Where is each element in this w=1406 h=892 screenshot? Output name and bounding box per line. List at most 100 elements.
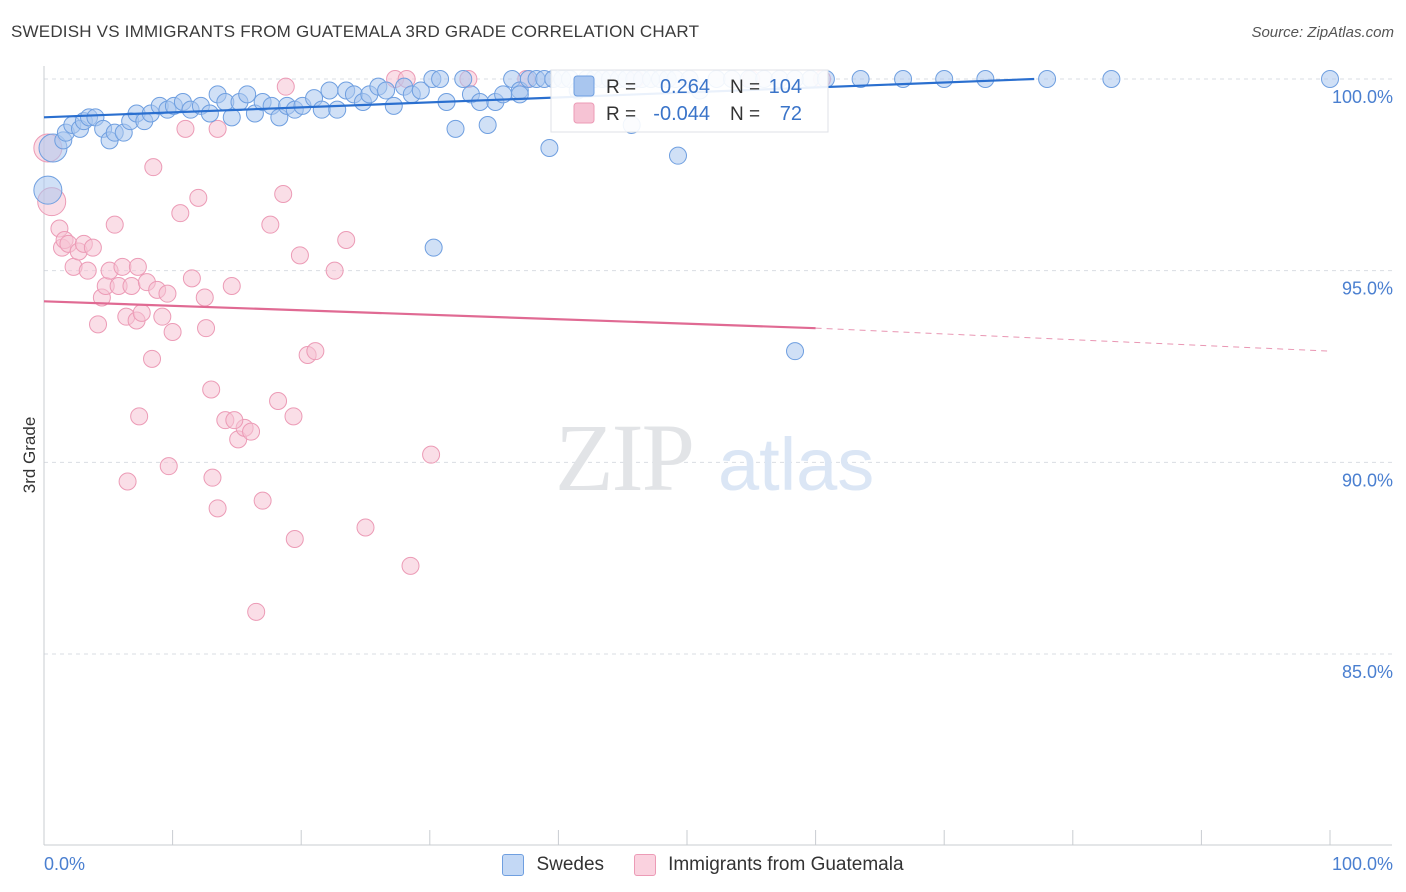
data-point — [384, 96, 403, 115]
data-point — [143, 349, 162, 368]
legend-n-label-2: N = — [730, 104, 760, 125]
data-point — [290, 246, 309, 265]
data-point — [159, 457, 178, 476]
data-point — [377, 81, 396, 100]
gridlines — [44, 78, 1392, 655]
y-tick-label: 85.0% — [1342, 662, 1393, 682]
data-point — [189, 188, 208, 207]
data-point — [247, 602, 266, 621]
data-point — [132, 303, 151, 322]
data-point — [261, 215, 280, 234]
x-tick-label: 100.0% — [1332, 854, 1393, 874]
data-point — [197, 319, 216, 338]
guatemala-swatch — [634, 854, 657, 876]
watermark-atlas: atlas — [718, 423, 874, 506]
data-point — [105, 215, 124, 234]
data-point — [328, 100, 347, 119]
data-point — [401, 556, 420, 575]
data-point — [89, 315, 108, 334]
data-point — [208, 119, 227, 138]
legend-swatch-pink — [573, 102, 595, 124]
data-point — [171, 204, 190, 223]
data-point — [320, 81, 339, 100]
source-label: Source: ZipAtlas.com — [1251, 24, 1394, 41]
data-point — [158, 284, 177, 303]
data-point — [130, 407, 149, 426]
data-point — [325, 261, 344, 280]
data-point — [446, 119, 465, 138]
data-point — [200, 104, 219, 123]
y-tick-label: 90.0% — [1342, 470, 1393, 490]
data-point — [431, 70, 450, 88]
y-tick-label: 100.0% — [1332, 87, 1393, 107]
data-point — [422, 445, 441, 464]
legend-box: R = 0.264 N = 104 R = -0.044 N = 72 — [550, 69, 829, 133]
data-point — [202, 380, 221, 399]
data-point — [510, 85, 529, 104]
data-point — [128, 257, 147, 276]
data-point — [253, 491, 272, 510]
legend-r-label-1: R = — [606, 77, 636, 98]
data-point — [285, 530, 304, 548]
data-point — [238, 85, 257, 104]
data-point — [411, 81, 430, 100]
data-point — [269, 392, 288, 410]
y-axis-title: 3rd Grade — [20, 417, 39, 494]
data-point — [540, 139, 559, 157]
data-point — [182, 269, 201, 288]
x-tick-label: 0.0% — [44, 854, 85, 874]
chart-title: SWEDISH VS IMMIGRANTS FROM GUATEMALA 3RD… — [11, 22, 700, 41]
data-point — [78, 261, 97, 280]
data-point — [1321, 70, 1339, 88]
data-point — [242, 422, 261, 441]
data-point — [144, 158, 163, 177]
legend-label-swedes: Swedes — [536, 854, 605, 875]
data-point — [276, 77, 295, 96]
watermark-zip: ZIP — [555, 404, 693, 511]
legend-n-value-1: 104 — [769, 76, 802, 98]
trend-line-guatemala — [43, 300, 816, 330]
data-point — [337, 231, 356, 249]
swedes-swatch — [502, 854, 525, 876]
data-point — [424, 238, 443, 257]
data-point — [83, 238, 102, 257]
data-point — [122, 277, 141, 295]
data-point — [786, 342, 805, 361]
bottom-legend: Swedes Immigrants from Guatemala — [0, 852, 1406, 878]
trend-line-guatemala-extension — [815, 327, 1331, 352]
legend-label-guatemala: Immigrants from Guatemala — [668, 854, 904, 875]
data-point — [454, 70, 473, 88]
series-guatemala-points — [33, 70, 832, 621]
tick-labels: 100.0% 95.0% 90.0% 85.0% 0.0% 100.0% — [44, 87, 1393, 874]
legend-r-label-2: R = — [606, 104, 636, 125]
data-point — [668, 146, 687, 165]
data-point — [284, 407, 303, 426]
data-point — [195, 288, 214, 307]
legend-item-swedes: Swedes — [502, 854, 604, 876]
data-point — [222, 277, 241, 295]
data-point — [1038, 70, 1057, 88]
data-point — [306, 342, 325, 361]
legend-swatch-blue — [573, 75, 595, 97]
data-point — [118, 472, 137, 491]
y-tick-label: 95.0% — [1342, 279, 1393, 299]
trend-lines — [43, 77, 1331, 352]
data-point — [203, 468, 222, 487]
legend-r-value-1: 0.264 — [660, 76, 710, 98]
data-point — [222, 108, 241, 127]
data-point — [225, 411, 244, 430]
data-point — [176, 119, 195, 138]
data-point — [274, 185, 293, 203]
legend-n-value-2: 72 — [780, 103, 802, 125]
data-point — [153, 307, 172, 326]
data-point — [976, 70, 995, 88]
data-point — [312, 100, 331, 119]
data-point — [208, 499, 227, 518]
data-point — [470, 93, 489, 111]
watermark: ZIP atlas — [555, 404, 874, 511]
data-point — [478, 116, 497, 134]
legend-r-value-2: -0.044 — [653, 103, 710, 125]
data-point — [33, 175, 63, 205]
legend-n-label-1: N = — [730, 77, 760, 98]
